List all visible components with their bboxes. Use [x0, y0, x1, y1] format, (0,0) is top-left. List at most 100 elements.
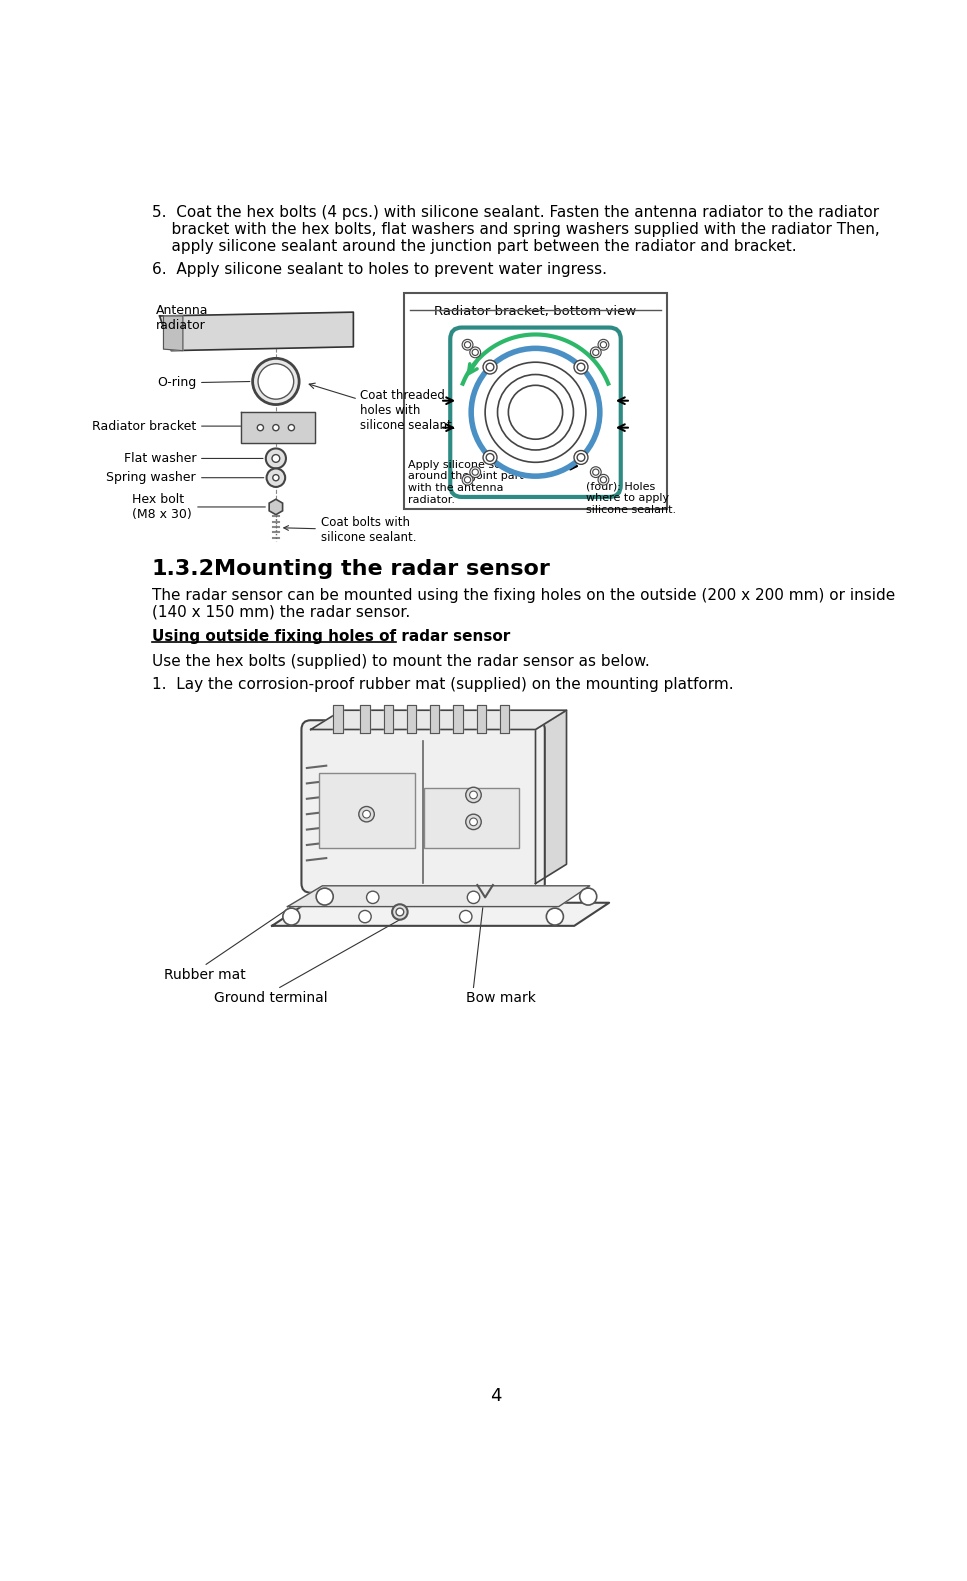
Text: Hex bolt
(M8 x 30): Hex bolt (M8 x 30)	[132, 493, 265, 522]
Text: Spring washer: Spring washer	[106, 471, 264, 484]
Circle shape	[601, 477, 606, 482]
Text: (four): Holes
where to apply
silicone sealant.: (four): Holes where to apply silicone se…	[586, 482, 676, 515]
FancyBboxPatch shape	[451, 327, 621, 496]
Text: Bow mark: Bow mark	[466, 991, 536, 1006]
Circle shape	[470, 790, 478, 798]
Circle shape	[257, 425, 263, 430]
Text: Mounting the radar sensor: Mounting the radar sensor	[214, 558, 550, 579]
Text: Radiator bracket, bottom view: Radiator bracket, bottom view	[434, 305, 636, 318]
FancyBboxPatch shape	[404, 292, 667, 509]
Circle shape	[273, 474, 278, 481]
Circle shape	[486, 364, 494, 372]
Text: Coat bolts with
silicone sealant.: Coat bolts with silicone sealant.	[283, 515, 417, 544]
Text: Use the hex bolts (supplied) to mount the radar sensor as below.: Use the hex bolts (supplied) to mount th…	[152, 655, 650, 669]
Circle shape	[470, 346, 481, 357]
Circle shape	[498, 375, 573, 451]
Polygon shape	[384, 705, 393, 734]
Circle shape	[485, 362, 586, 462]
Text: 6.  Apply silicone sealant to holes to prevent water ingress.: 6. Apply silicone sealant to holes to pr…	[152, 262, 607, 277]
Text: 1.  Lay the corrosion-proof rubber mat (supplied) on the mounting platform.: 1. Lay the corrosion-proof rubber mat (s…	[152, 677, 734, 692]
Circle shape	[366, 892, 379, 903]
Polygon shape	[287, 885, 590, 906]
Text: Antenna
radiator: Antenna radiator	[156, 305, 208, 332]
Circle shape	[601, 341, 606, 348]
Text: Radiator bracket: Radiator bracket	[92, 419, 241, 433]
Circle shape	[363, 811, 370, 817]
FancyBboxPatch shape	[424, 787, 519, 847]
Circle shape	[486, 454, 494, 462]
Circle shape	[258, 364, 294, 398]
Circle shape	[467, 892, 480, 903]
Circle shape	[470, 817, 478, 825]
Circle shape	[273, 425, 278, 430]
Circle shape	[591, 346, 601, 357]
Text: (140 x 150 mm) the radar sensor.: (140 x 150 mm) the radar sensor.	[152, 606, 410, 620]
Circle shape	[593, 470, 599, 476]
Circle shape	[359, 911, 371, 923]
Polygon shape	[500, 705, 510, 734]
Circle shape	[466, 814, 482, 830]
Circle shape	[466, 787, 482, 803]
Text: Coat threaded
holes with
silicone sealant.: Coat threaded holes with silicone sealan…	[360, 389, 455, 432]
Polygon shape	[361, 705, 369, 734]
Circle shape	[472, 470, 479, 476]
Circle shape	[574, 360, 588, 375]
Polygon shape	[241, 413, 314, 443]
Circle shape	[484, 360, 497, 375]
Circle shape	[546, 907, 564, 925]
Text: 5.  Coat the hex bolts (4 pcs.) with silicone sealant. Fasten the antenna radiat: 5. Coat the hex bolts (4 pcs.) with sili…	[152, 206, 879, 220]
Polygon shape	[454, 705, 462, 734]
Text: 4: 4	[490, 1387, 502, 1406]
Circle shape	[267, 468, 285, 487]
FancyBboxPatch shape	[319, 773, 415, 847]
Polygon shape	[430, 705, 439, 734]
Text: apply silicone sealant around the junction part between the radiator and bracket: apply silicone sealant around the juncti…	[152, 239, 797, 255]
Polygon shape	[536, 710, 567, 884]
Circle shape	[484, 451, 497, 465]
Polygon shape	[310, 710, 567, 729]
Circle shape	[591, 466, 601, 477]
Text: Flat washer: Flat washer	[124, 452, 263, 465]
Circle shape	[593, 349, 599, 356]
Circle shape	[471, 348, 600, 476]
Circle shape	[266, 449, 286, 468]
Text: Ground terminal: Ground terminal	[214, 991, 328, 1006]
Circle shape	[459, 911, 472, 923]
Polygon shape	[272, 903, 609, 926]
Circle shape	[464, 341, 471, 348]
Polygon shape	[160, 311, 353, 351]
Polygon shape	[334, 705, 342, 734]
Text: Apply silicone sealant
around the joint part
with the antenna
radiator.: Apply silicone sealant around the joint …	[408, 460, 530, 504]
Circle shape	[579, 889, 597, 904]
Polygon shape	[163, 316, 183, 351]
Text: Using outside fixing holes of radar sensor: Using outside fixing holes of radar sens…	[152, 629, 511, 645]
FancyBboxPatch shape	[302, 721, 544, 893]
Circle shape	[393, 904, 408, 920]
Polygon shape	[407, 705, 416, 734]
Circle shape	[577, 454, 585, 462]
Polygon shape	[477, 705, 485, 734]
Text: 1.3.2: 1.3.2	[152, 558, 215, 579]
Text: O-ring: O-ring	[157, 376, 249, 389]
Circle shape	[462, 474, 473, 485]
Circle shape	[509, 386, 563, 440]
Circle shape	[464, 477, 471, 482]
Text: The radar sensor can be mounted using the fixing holes on the outside (200 x 200: The radar sensor can be mounted using th…	[152, 588, 895, 602]
Circle shape	[283, 907, 300, 925]
Circle shape	[598, 474, 609, 485]
Circle shape	[272, 455, 279, 462]
Circle shape	[316, 889, 334, 904]
Circle shape	[462, 340, 473, 349]
Circle shape	[577, 364, 585, 372]
Polygon shape	[269, 500, 282, 515]
Circle shape	[574, 451, 588, 465]
Circle shape	[470, 466, 481, 477]
Text: bracket with the hex bolts, flat washers and spring washers supplied with the ra: bracket with the hex bolts, flat washers…	[152, 221, 880, 237]
Text: Rubber mat: Rubber mat	[163, 968, 246, 982]
Circle shape	[359, 806, 374, 822]
Circle shape	[252, 359, 299, 405]
Circle shape	[472, 349, 479, 356]
Circle shape	[396, 907, 404, 915]
Circle shape	[288, 425, 295, 430]
Circle shape	[598, 340, 609, 349]
